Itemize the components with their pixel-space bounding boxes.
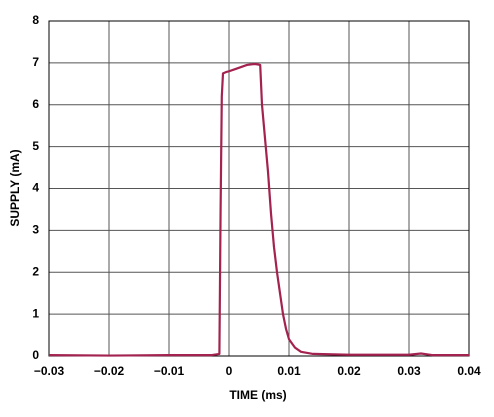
y-tick-label: 0 xyxy=(32,348,39,362)
data-line xyxy=(48,63,469,357)
x-tick-label: 0.01 xyxy=(277,364,301,378)
x-tick-label: 0.04 xyxy=(457,364,481,378)
x-tick-label: −0.03 xyxy=(34,364,65,378)
x-tick-label: 0.02 xyxy=(337,364,361,378)
y-tick-label: 2 xyxy=(32,264,39,278)
x-tick-label: 0 xyxy=(226,364,233,378)
y-tick-label: 4 xyxy=(32,181,39,195)
x-tick-label: 0.03 xyxy=(397,364,421,378)
y-tick-label: 8 xyxy=(32,13,39,27)
x-tick-label: −0.02 xyxy=(94,364,125,378)
y-tick-label: 7 xyxy=(32,55,39,69)
x-axis-label: TIME (ms) xyxy=(229,388,286,402)
plot-frame xyxy=(48,20,470,357)
y-tick-label: 1 xyxy=(32,306,39,320)
y-tick-label: 3 xyxy=(32,223,39,237)
x-tick-label: −0.01 xyxy=(154,364,185,378)
y-axis-label: SUPPLY (mA) xyxy=(8,149,22,226)
y-tick-label: 5 xyxy=(32,139,39,153)
y-tick-label: 6 xyxy=(32,97,39,111)
